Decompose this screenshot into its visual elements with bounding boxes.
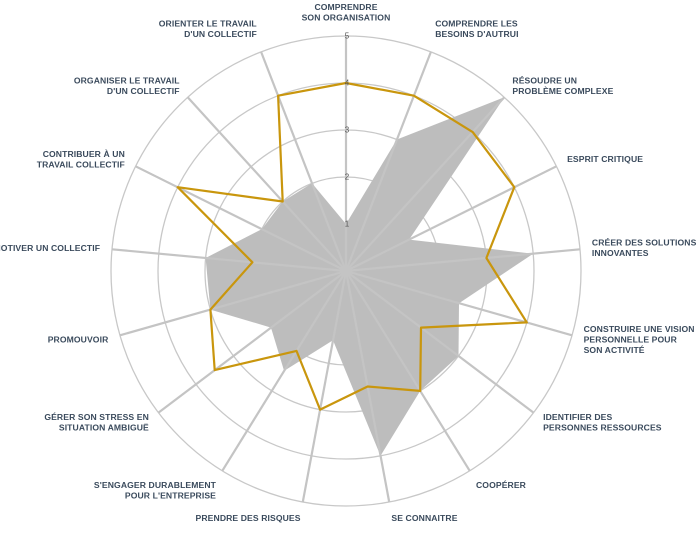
tick-label: 3 xyxy=(345,126,350,135)
axis-label: IDENTIFIER DES PERSONNES RESSOURCES xyxy=(543,412,662,433)
series-line-layer xyxy=(176,81,528,411)
axis-label: CONTRIBUER À UN TRAVAIL COLLECTIF xyxy=(37,149,125,170)
axis-label: GÉRER SON STRESS EN SITUATION AMBIGUË xyxy=(44,412,149,433)
axis-label: RÉSOUDRE UN PROBLÈME COMPLEXE xyxy=(512,75,613,96)
grid-spoke xyxy=(111,248,347,273)
series-line xyxy=(176,81,528,411)
tick-label: 4 xyxy=(345,79,350,88)
axis-label: MOTIVER UN COLLECTIF xyxy=(0,243,100,253)
axis-label: SE CONNAITRE xyxy=(391,513,457,523)
grid-spoke xyxy=(345,165,557,272)
axis-label: PRENDRE DES RISQUES xyxy=(196,513,301,523)
axis-label: ORIENTER LE TRAVAIL D'UN COLLECTIF xyxy=(159,19,257,40)
grid-spoke xyxy=(301,270,348,503)
tick-label: 5 xyxy=(345,32,350,41)
grid-spoke xyxy=(260,51,348,272)
axis-label: PROMOUVOIR xyxy=(48,335,109,345)
grid-spokes xyxy=(111,36,581,503)
grid-spoke xyxy=(135,165,347,272)
grid-spoke xyxy=(345,270,471,472)
grid-spoke xyxy=(345,248,581,273)
axis-label: S'ENGAGER DURABLEMENT POUR L'ENTREPRISE xyxy=(94,480,217,501)
tick-label: 2 xyxy=(345,173,350,182)
tick-label: 1 xyxy=(345,220,350,229)
axis-label: COMPRENDRE SON ORGANISATION xyxy=(302,2,391,23)
grid-spoke xyxy=(119,269,347,337)
axis-label: ESPRIT CRITIQUE xyxy=(567,154,643,164)
axis-label: CONSTRUIRE UNE VISION PERSONNELLE POUR SON… xyxy=(584,324,695,355)
axis-labels: COMPRENDRE SON ORGANISATION COMPRENDRE LES… xyxy=(0,2,697,523)
grid-spoke xyxy=(344,51,432,272)
grid-spoke xyxy=(345,96,506,272)
grid-spoke xyxy=(221,270,347,472)
grid-spoke xyxy=(157,270,347,414)
axis-label: CRÉER DES SOLUTIONS INNOVANTES xyxy=(592,238,697,259)
axis-label: COOPÉRER xyxy=(476,480,527,490)
tick-labels: 1 2 3 4 5 xyxy=(345,32,350,229)
grid-spoke xyxy=(345,269,573,337)
grid-spoke xyxy=(186,96,347,272)
grid-spoke xyxy=(345,270,535,414)
axis-label: ORGANISER LE TRAVAIL D'UN COLLECTIF xyxy=(74,75,180,96)
axis-label: COMPRENDRE LES BESOINS D'AUTRUI xyxy=(435,19,518,40)
